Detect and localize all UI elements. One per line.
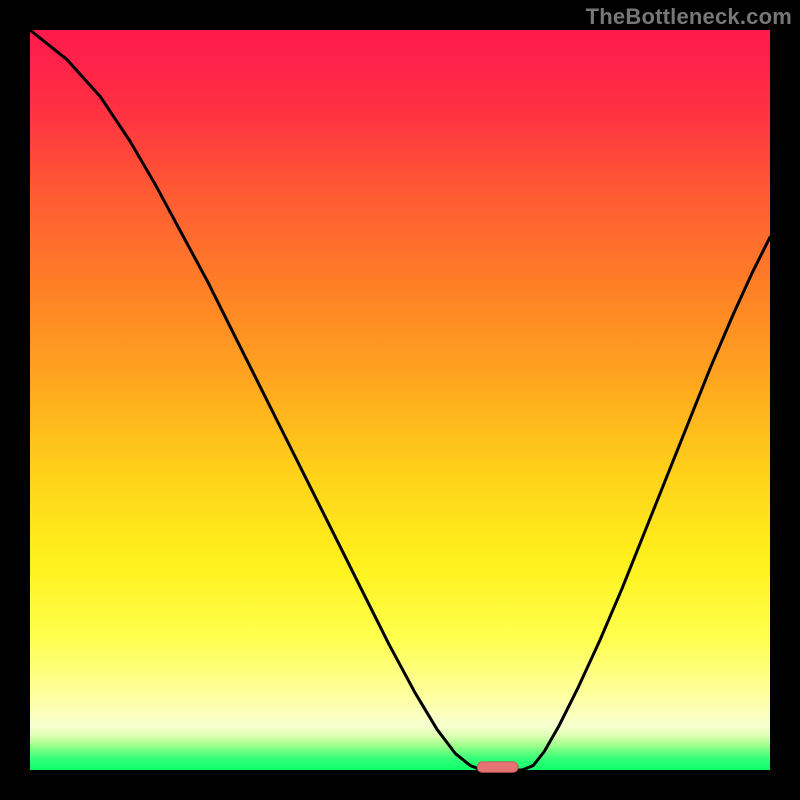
optimal-marker <box>477 762 518 772</box>
chart-stage: TheBottleneck.com <box>0 0 800 800</box>
attribution-text: TheBottleneck.com <box>586 4 792 30</box>
gradient-background <box>30 30 770 770</box>
bottleneck-chart <box>0 0 800 800</box>
